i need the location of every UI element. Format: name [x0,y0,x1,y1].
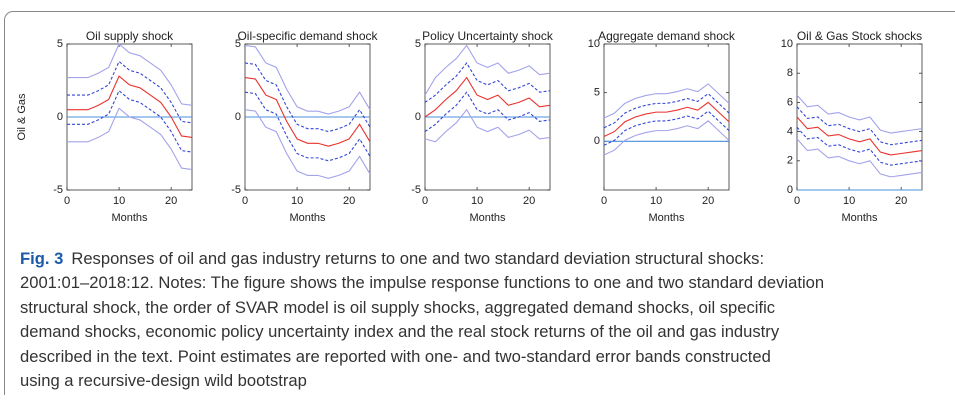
y-axis-label: Oil & Gas [16,93,28,141]
x-tick-label: 20 [523,195,535,207]
x-tick-label: 20 [895,195,907,207]
series-line [424,91,551,133]
y-tick-label: 4 [787,126,793,138]
frame [4,11,955,395]
chart-title: Policy Uncertainty shock [422,29,554,43]
chart-title: Oil & Gas Stock shocks [797,29,922,43]
x-tick-label: 10 [471,195,483,207]
plot-area [603,43,730,191]
y-tick-label: 0 [787,184,793,196]
x-tick-label: 0 [794,195,800,207]
y-tick-label: -5 [53,184,63,196]
series-line [67,89,193,153]
y-tick-label: 8 [787,67,793,79]
x-tick-label: 0 [601,195,607,207]
caption: Fig. 3 Responses of oil and gas industry … [20,247,824,393]
series-line [603,110,730,146]
y-tick-label: 5 [415,38,421,50]
series-line [424,108,551,143]
y-tick-label: 6 [787,96,793,108]
series-line [796,106,923,146]
x-tick-label: 10 [650,195,662,207]
x-axis-label: Months [841,212,878,224]
series-line [67,107,193,171]
series-line [603,120,730,156]
x-tick-label: 0 [422,195,428,207]
y-tick-label: 10 [588,38,600,50]
series-line [67,60,193,124]
series-line [244,109,371,179]
caption-line: demand shocks, economic policy uncertain… [20,322,780,342]
x-tick-label: 10 [843,195,855,207]
y-tick-label: 0 [235,111,241,123]
plot-area [796,43,923,191]
x-tick-label: 20 [702,195,714,207]
series-line [67,75,193,138]
series-line [424,44,551,96]
chart-title: Oil supply shock [86,29,174,43]
series-line [603,101,730,137]
series-line [603,83,730,119]
series-line [603,92,730,129]
series-line [244,62,371,133]
caption-line: 2001:01–2018:12. Notes: The figure shows… [20,273,825,293]
series-line [796,126,923,166]
y-tick-label: 0 [415,111,421,123]
x-axis-label: Months [648,212,685,224]
y-tick-label: 5 [57,38,63,50]
x-axis-label: Months [111,212,148,224]
series-line [424,76,551,118]
y-tick-label: 5 [594,87,600,99]
y-tick-label: 10 [781,38,793,50]
y-tick-label: 2 [787,155,793,167]
chart-title: Oil-specific demand shock [237,29,378,43]
series-line [796,138,923,178]
x-tick-label: 20 [165,195,177,207]
series-line [67,43,193,106]
series-line [244,77,371,147]
y-tick-label: 5 [235,38,241,50]
y-tick-label: 0 [594,135,600,147]
x-tick-label: 10 [291,195,303,207]
x-tick-label: 10 [113,195,125,207]
caption-line: described in the text. Point estimates a… [20,346,771,366]
x-tick-label: 0 [242,195,248,207]
caption-label: Fig. 3 [20,249,64,268]
caption-text: Responses of oil and gas industry return… [71,249,765,268]
x-tick-label: 20 [343,195,355,207]
series-line [244,44,371,115]
x-axis-label: Months [289,212,326,224]
caption-line: using a recursive-design wild bootstrap [20,371,307,391]
chart-title: Aggregate demand shock [598,29,736,43]
series-line [424,62,551,103]
x-axis-label: Months [469,212,506,224]
caption-line: structural shock, the order of SVAR mode… [20,297,776,317]
series-line [796,116,923,156]
y-tick-label: 0 [57,111,63,123]
series-line [244,91,371,162]
y-tick-label: -5 [231,184,241,196]
x-tick-label: 0 [64,195,70,207]
series-line [796,94,923,134]
y-tick-label: -5 [411,184,421,196]
caption-line: Fig. 3 Responses of oil and gas industry … [20,247,824,271]
